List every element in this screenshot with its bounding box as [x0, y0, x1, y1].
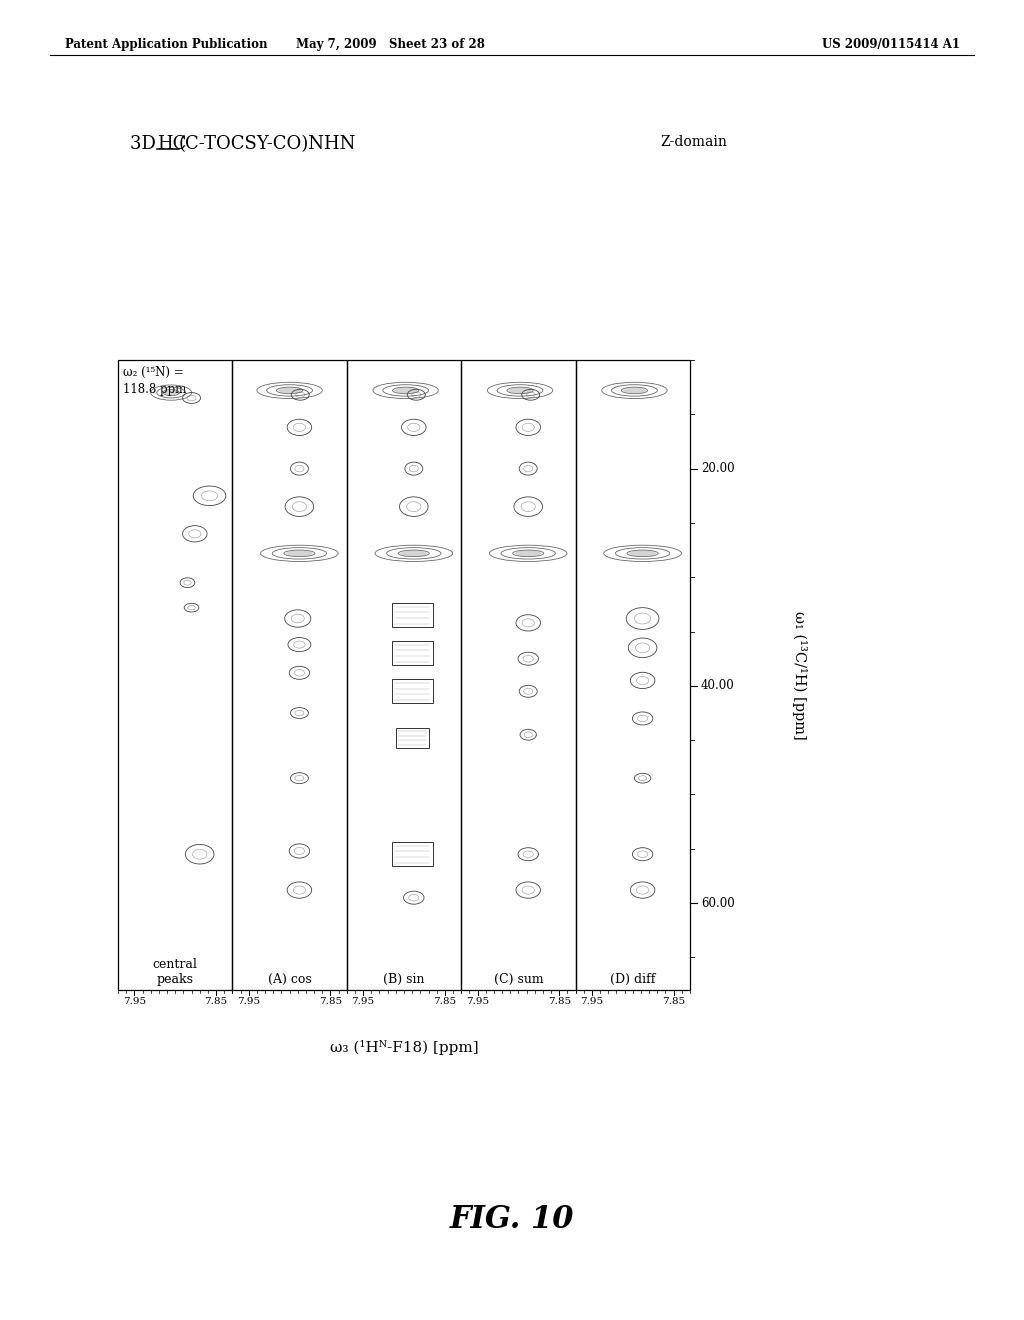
- Bar: [461, 360, 575, 990]
- Text: 60.00: 60.00: [701, 896, 735, 909]
- Text: 7.85: 7.85: [548, 997, 570, 1006]
- Bar: [392, 603, 432, 627]
- Text: US 2009/0115414 A1: US 2009/0115414 A1: [822, 38, 961, 51]
- Bar: [232, 360, 347, 990]
- Text: Patent Application Publication: Patent Application Publication: [65, 38, 267, 51]
- Text: 7.85: 7.85: [433, 997, 457, 1006]
- Ellipse shape: [515, 550, 542, 556]
- Text: 3D: 3D: [130, 135, 162, 153]
- Text: 7.95: 7.95: [351, 997, 375, 1006]
- Ellipse shape: [629, 550, 656, 556]
- Ellipse shape: [286, 550, 313, 556]
- Text: 7.95: 7.95: [581, 997, 603, 1006]
- Text: (D) diff: (D) diff: [610, 973, 655, 986]
- Text: ω₁ (¹³C/¹H) [ppm]: ω₁ (¹³C/¹H) [ppm]: [793, 611, 808, 739]
- Text: 7.85: 7.85: [663, 997, 685, 1006]
- Text: 7.85: 7.85: [205, 997, 227, 1006]
- Ellipse shape: [394, 388, 417, 393]
- Text: (A) cos: (A) cos: [267, 973, 311, 986]
- Ellipse shape: [279, 388, 301, 393]
- Bar: [118, 360, 232, 990]
- Text: 7.95: 7.95: [466, 997, 489, 1006]
- Bar: [347, 360, 461, 990]
- Text: central
peaks: central peaks: [153, 958, 198, 986]
- Text: 7.95: 7.95: [123, 997, 145, 1006]
- Text: 7.85: 7.85: [318, 997, 342, 1006]
- Text: May 7, 2009   Sheet 23 of 28: May 7, 2009 Sheet 23 of 28: [296, 38, 484, 51]
- Text: ω₃ (¹Hᴺ-F18) [ppm]: ω₃ (¹Hᴺ-F18) [ppm]: [330, 1040, 478, 1055]
- Text: (C) sum: (C) sum: [494, 973, 543, 986]
- Text: 7.95: 7.95: [238, 997, 260, 1006]
- Text: 40.00: 40.00: [701, 680, 735, 693]
- Bar: [392, 642, 432, 665]
- Text: FIG. 10: FIG. 10: [450, 1204, 574, 1236]
- Text: (B) sin: (B) sin: [383, 973, 425, 986]
- Text: HC: HC: [157, 135, 186, 153]
- Ellipse shape: [509, 388, 531, 393]
- Ellipse shape: [400, 550, 427, 556]
- Text: Z-domain: Z-domain: [660, 135, 727, 149]
- Bar: [392, 680, 432, 704]
- Bar: [392, 842, 432, 866]
- Ellipse shape: [623, 388, 646, 393]
- Bar: [575, 360, 690, 990]
- Text: 20.00: 20.00: [701, 462, 734, 475]
- Ellipse shape: [164, 389, 178, 395]
- Bar: [396, 729, 428, 747]
- Text: ω₂ (¹⁵N) =
118.8 ppm: ω₂ (¹⁵N) = 118.8 ppm: [123, 366, 186, 396]
- Text: (C-TOCSY-CO)NHN: (C-TOCSY-CO)NHN: [179, 135, 356, 153]
